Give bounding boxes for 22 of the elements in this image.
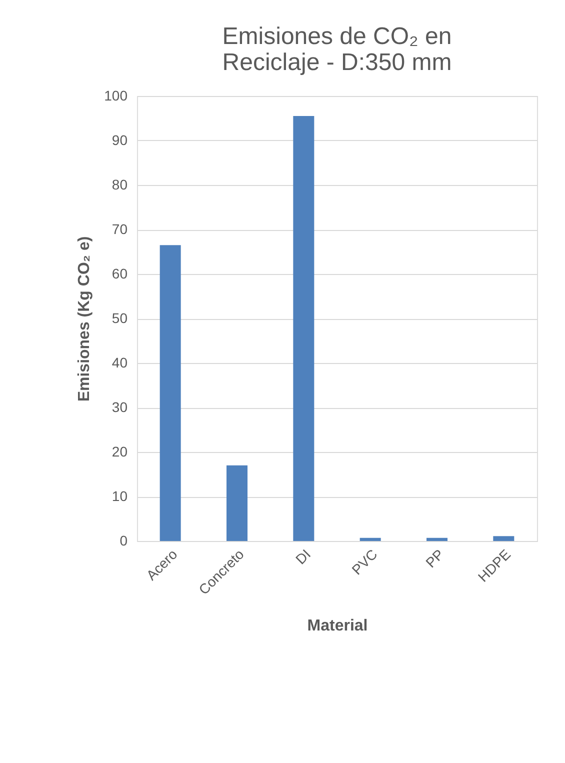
y-tick-label: 70 [112,221,128,237]
bar [360,538,381,541]
x-tick-label: PP [422,546,447,571]
y-axis-title: Emisiones (Kg CO₂ e) [76,236,94,402]
bar [426,538,448,541]
bar [293,116,314,541]
chart-title: Emisiones de CO₂ en Reciclaje - D:350 mm [222,23,452,76]
x-tick-label: DI [292,546,314,568]
y-tick-label: 10 [112,488,128,504]
bar [226,465,248,541]
y-tick-label: 50 [112,310,128,326]
y-tick-label: 20 [112,444,128,460]
y-tick-label: 40 [112,354,128,370]
y-tick-label: 80 [112,176,128,192]
bar [160,245,181,541]
y-tick-label: 0 [120,532,128,548]
x-axis-title: Material [307,618,368,635]
y-tick-label: 90 [112,132,128,148]
y-tick-label: 60 [112,266,128,282]
y-tick-label: 30 [112,399,128,415]
bar [493,536,514,541]
y-tick-label: 100 [104,88,128,104]
